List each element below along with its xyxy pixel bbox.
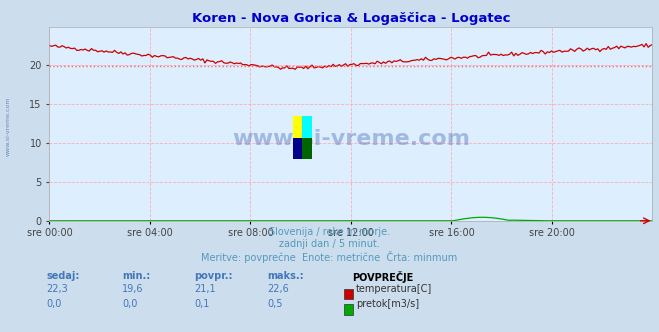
Text: min.:: min.: (122, 271, 150, 281)
Text: 0,0: 0,0 (46, 299, 61, 309)
Bar (302, 138, 312, 159)
Text: 0,0: 0,0 (122, 299, 137, 309)
Text: POVPREČJE: POVPREČJE (353, 271, 414, 283)
Text: 22,6: 22,6 (267, 284, 289, 294)
Text: pretok[m3/s]: pretok[m3/s] (356, 299, 419, 309)
Text: 22,3: 22,3 (46, 284, 68, 294)
Text: 21,1: 21,1 (194, 284, 216, 294)
Bar (293, 116, 302, 138)
Text: zadnji dan / 5 minut.: zadnji dan / 5 minut. (279, 239, 380, 249)
Text: maks.:: maks.: (267, 271, 304, 281)
Text: povpr.:: povpr.: (194, 271, 233, 281)
Text: sedaj:: sedaj: (46, 271, 80, 281)
Text: www.si-vreme.com: www.si-vreme.com (232, 129, 470, 149)
Text: 19,6: 19,6 (122, 284, 144, 294)
Text: www.si-vreme.com: www.si-vreme.com (5, 96, 11, 156)
Text: 0,1: 0,1 (194, 299, 210, 309)
Text: Meritve: povprečne  Enote: metrične  Črta: minmum: Meritve: povprečne Enote: metrične Črta:… (202, 251, 457, 263)
Text: temperatura[C]: temperatura[C] (356, 284, 432, 294)
Text: Slovenija / reke in morje.: Slovenija / reke in morje. (269, 227, 390, 237)
Bar (302, 116, 312, 138)
Title: Koren - Nova Gorica & Logaščica - Logatec: Koren - Nova Gorica & Logaščica - Logate… (192, 12, 510, 25)
Bar (293, 138, 302, 159)
Text: 0,5: 0,5 (267, 299, 283, 309)
